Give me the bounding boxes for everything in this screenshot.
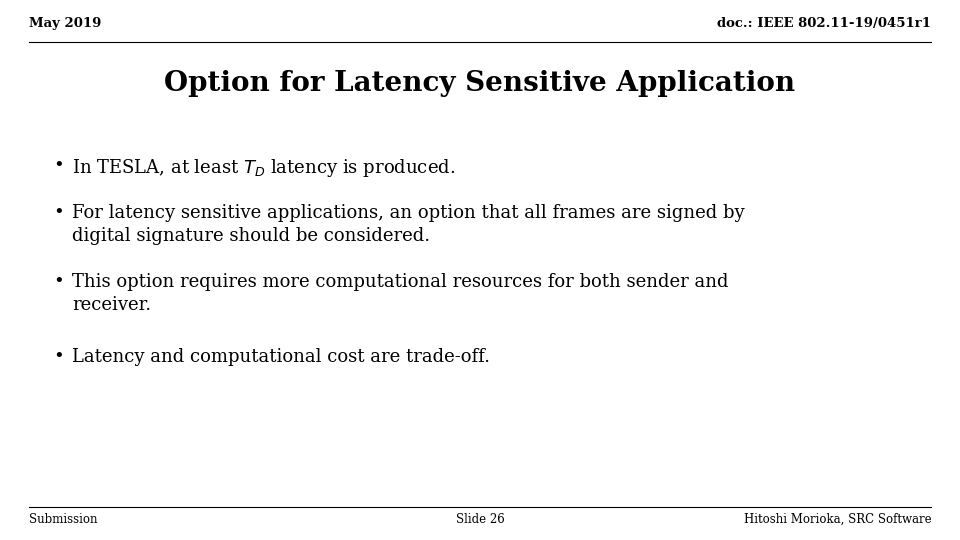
Text: Latency and computational cost are trade-off.: Latency and computational cost are trade… [72, 348, 490, 366]
Text: •: • [53, 204, 63, 222]
Text: This option requires more computational resources for both sender and
receiver.: This option requires more computational … [72, 273, 729, 314]
Text: Option for Latency Sensitive Application: Option for Latency Sensitive Application [164, 70, 796, 97]
Text: In TESLA, at least $T_D$ latency is produced.: In TESLA, at least $T_D$ latency is prod… [72, 157, 455, 179]
Text: For latency sensitive applications, an option that all frames are signed by
digi: For latency sensitive applications, an o… [72, 204, 745, 245]
Text: •: • [53, 348, 63, 366]
Text: Hitoshi Morioka, SRC Software: Hitoshi Morioka, SRC Software [744, 513, 931, 526]
Text: May 2019: May 2019 [29, 17, 101, 30]
Text: •: • [53, 157, 63, 174]
Text: Submission: Submission [29, 513, 97, 526]
Text: Slide 26: Slide 26 [456, 513, 504, 526]
Text: doc.: IEEE 802.11-19/0451r1: doc.: IEEE 802.11-19/0451r1 [717, 17, 931, 30]
Text: •: • [53, 273, 63, 291]
